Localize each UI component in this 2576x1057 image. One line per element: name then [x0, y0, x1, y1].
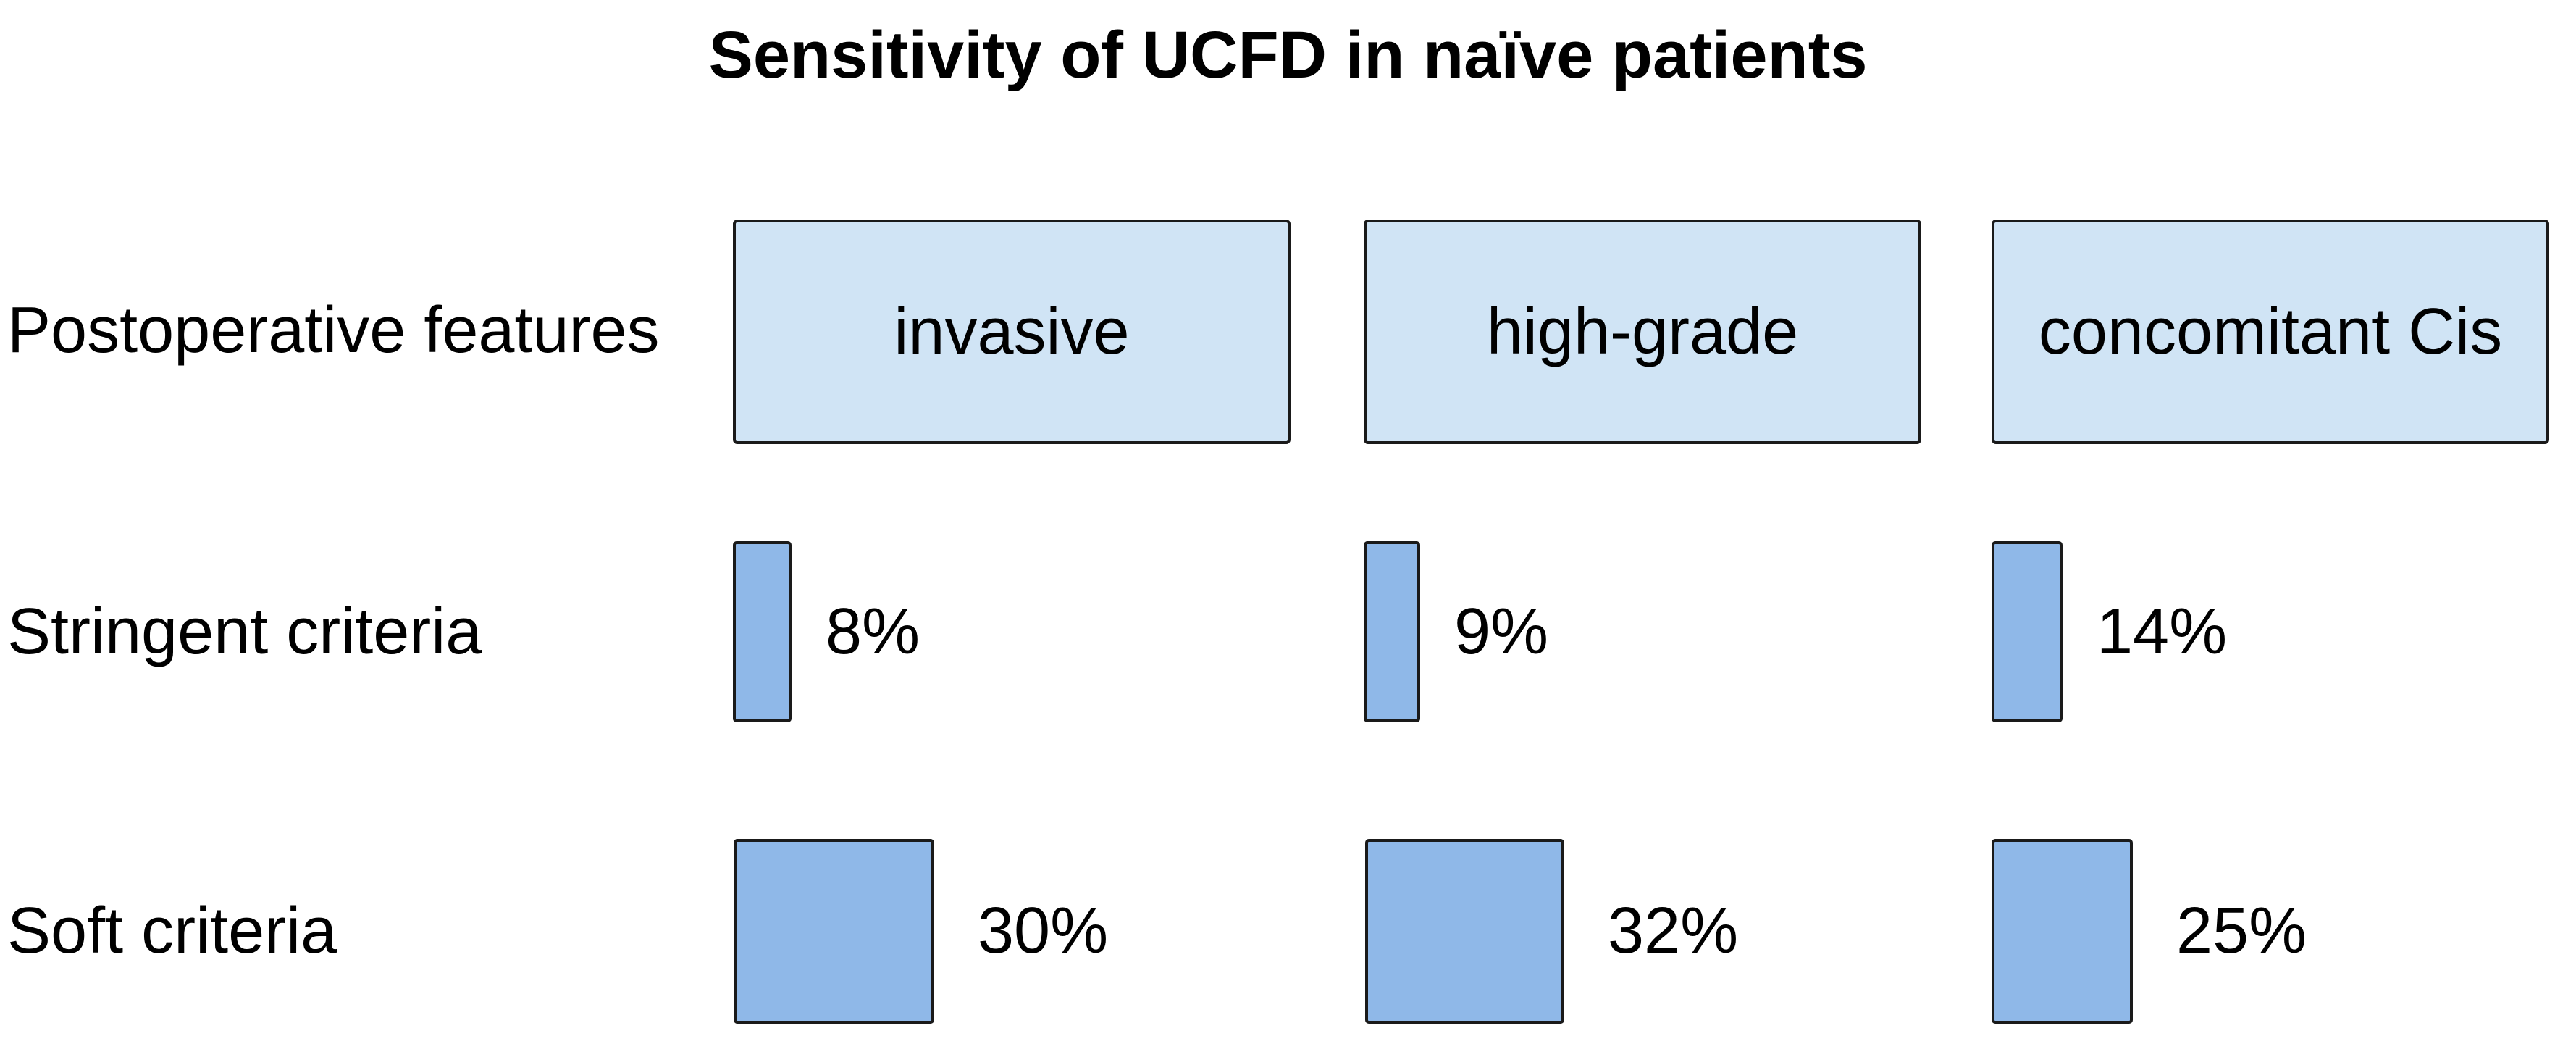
stringent-value-concomitant-cis: 14%: [2097, 596, 2228, 668]
stringent-bar-invasive: [733, 541, 792, 722]
soft-bar-concomitant-cis: [1992, 839, 2133, 1024]
stringent-bar-concomitant-cis: [1992, 541, 2063, 722]
feature-box-concomitant-cis-label: concomitant Cis: [2038, 295, 2503, 368]
feature-box-high-grade-label: high-grade: [1486, 295, 1799, 368]
feature-box-concomitant-cis: concomitant Cis: [1992, 220, 2549, 444]
soft-value-high-grade: 32%: [1608, 895, 1739, 967]
feature-box-invasive: invasive: [733, 220, 1291, 444]
feature-box-high-grade: high-grade: [1364, 220, 1921, 444]
soft-bar-high-grade: [1365, 839, 1564, 1024]
soft-value-concomitant-cis: 25%: [2176, 895, 2307, 967]
feature-box-invasive-label: invasive: [894, 295, 1130, 368]
row-label-postoperative-features: Postoperative features: [7, 294, 660, 367]
row-label-soft-criteria: Soft criteria: [7, 895, 337, 967]
stringent-bar-high-grade: [1364, 541, 1420, 722]
figure-title: Sensitivity of UCFD in naïve patients: [708, 18, 1868, 92]
stringent-value-invasive: 8%: [826, 596, 920, 668]
soft-bar-invasive: [734, 839, 934, 1024]
stringent-value-high-grade: 9%: [1454, 596, 1549, 668]
soft-value-invasive: 30%: [978, 895, 1109, 967]
row-label-stringent-criteria: Stringent criteria: [7, 596, 482, 668]
